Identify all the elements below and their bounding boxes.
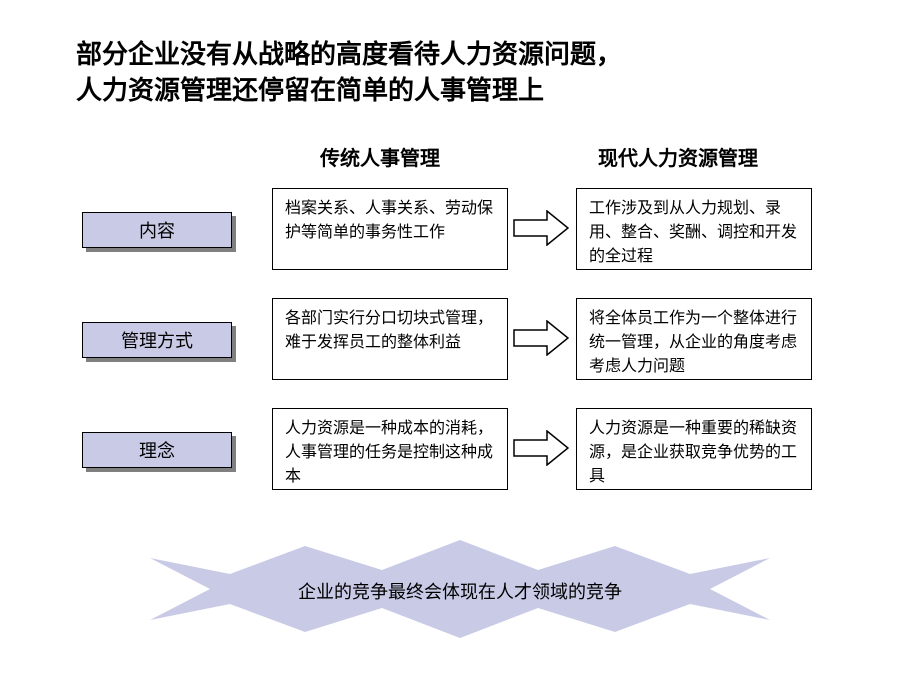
traditional-text: 人力资源是一种成本的消耗，人事管理的任务是控制这种成本 bbox=[285, 417, 495, 489]
category-face: 内容 bbox=[82, 212, 232, 248]
modern-text: 人力资源是一种重要的稀缺资源，是企业获取竞争优势的工具 bbox=[589, 417, 799, 489]
category-box-concept: 理念 bbox=[82, 432, 232, 468]
arrow-icon bbox=[513, 320, 569, 356]
column-header-modern: 现代人力资源管理 bbox=[598, 142, 758, 171]
arrow-icon bbox=[513, 210, 569, 246]
traditional-box-content: 档案关系、人事关系、劳动保护等简单的事务性工作 bbox=[272, 188, 508, 270]
modern-box-method: 将全体员工作为一个整体进行统一管理，从企业的角度考虑考虑人力问题 bbox=[576, 298, 812, 380]
column-header-traditional: 传统人事管理 bbox=[320, 142, 440, 171]
banner-ribbon: 企业的竞争最终会体现在人才领域的竞争 bbox=[150, 540, 770, 638]
category-box-method: 管理方式 bbox=[82, 322, 232, 358]
slide-title-line1: 部分企业没有从战略的高度看待人力资源问题， bbox=[76, 34, 622, 71]
modern-box-content: 工作涉及到从人力规划、录用、整合、奖酬、调控和开发的全过程 bbox=[576, 188, 812, 270]
category-label: 管理方式 bbox=[121, 327, 193, 353]
traditional-text: 档案关系、人事关系、劳动保护等简单的事务性工作 bbox=[285, 197, 495, 245]
category-face: 理念 bbox=[82, 432, 232, 468]
category-box-content: 内容 bbox=[82, 212, 232, 248]
modern-box-concept: 人力资源是一种重要的稀缺资源，是企业获取竞争优势的工具 bbox=[576, 408, 812, 490]
traditional-box-method: 各部门实行分口切块式管理，难于发挥员工的整体利益 bbox=[272, 298, 508, 380]
category-label: 理念 bbox=[139, 437, 175, 463]
traditional-box-concept: 人力资源是一种成本的消耗，人事管理的任务是控制这种成本 bbox=[272, 408, 508, 490]
slide-title-line2: 人力资源管理还停留在简单的人事管理上 bbox=[76, 70, 544, 107]
modern-text: 工作涉及到从人力规划、录用、整合、奖酬、调控和开发的全过程 bbox=[589, 197, 799, 269]
modern-text: 将全体员工作为一个整体进行统一管理，从企业的角度考虑考虑人力问题 bbox=[589, 307, 799, 379]
traditional-text: 各部门实行分口切块式管理，难于发挥员工的整体利益 bbox=[285, 307, 495, 355]
category-face: 管理方式 bbox=[82, 322, 232, 358]
arrow-icon bbox=[513, 430, 569, 466]
banner-text: 企业的竞争最终会体现在人才领域的竞争 bbox=[150, 578, 770, 604]
category-label: 内容 bbox=[139, 217, 175, 243]
